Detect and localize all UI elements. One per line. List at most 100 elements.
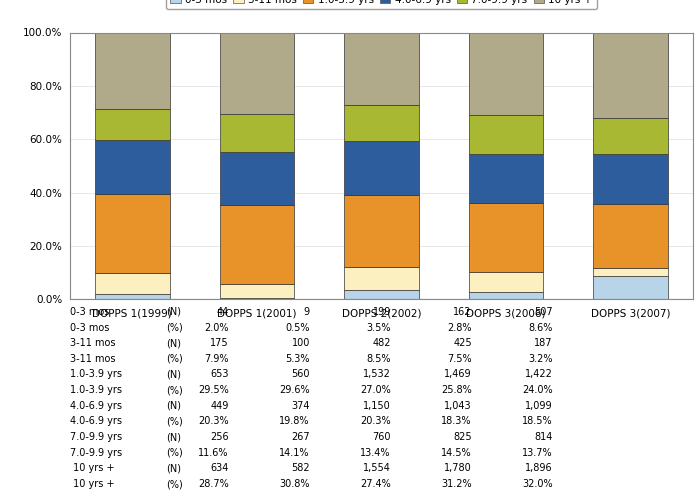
Bar <box>594 276 668 299</box>
Text: 634: 634 <box>211 464 229 473</box>
Text: 20.3%: 20.3% <box>360 416 391 426</box>
Bar <box>469 203 543 272</box>
Text: 25.8%: 25.8% <box>441 385 472 395</box>
Text: 7.0-9.9 yrs: 7.0-9.9 yrs <box>70 448 122 458</box>
Text: (%): (%) <box>167 448 183 458</box>
Bar <box>594 154 668 204</box>
Text: 425: 425 <box>453 338 472 348</box>
Text: 1.0-3.9 yrs: 1.0-3.9 yrs <box>70 370 122 380</box>
Text: (N): (N) <box>167 370 181 380</box>
Text: 5.3%: 5.3% <box>286 354 310 364</box>
Text: 7.9%: 7.9% <box>204 354 229 364</box>
Text: 1,554: 1,554 <box>363 464 391 473</box>
Text: (%): (%) <box>167 479 183 489</box>
Bar <box>220 298 294 300</box>
Bar <box>469 154 543 203</box>
Text: (%): (%) <box>167 385 183 395</box>
Bar <box>344 196 419 268</box>
Text: 760: 760 <box>372 432 391 442</box>
Text: 18.5%: 18.5% <box>522 416 553 426</box>
Text: 162: 162 <box>454 307 472 317</box>
Text: 175: 175 <box>210 338 229 348</box>
Bar <box>220 152 294 205</box>
Text: (N): (N) <box>167 338 181 348</box>
Text: 3-11 mos: 3-11 mos <box>70 354 116 364</box>
Bar <box>95 294 169 300</box>
Text: 4.0-6.9 yrs: 4.0-6.9 yrs <box>70 401 122 411</box>
Bar <box>594 268 668 276</box>
Text: 199: 199 <box>372 307 391 317</box>
Bar <box>344 268 419 290</box>
Text: 44: 44 <box>216 307 229 317</box>
Bar <box>95 273 169 294</box>
Bar <box>594 204 668 268</box>
Text: 24.0%: 24.0% <box>522 385 553 395</box>
Text: 8.6%: 8.6% <box>528 322 553 332</box>
Legend: 0-3 mos, 3-11 mos, 1.0-3.9 yrs, 4.0-6.9 yrs, 7.0-9.9 yrs, 10 yrs +: 0-3 mos, 3-11 mos, 1.0-3.9 yrs, 4.0-6.9 … <box>166 0 597 9</box>
Text: 267: 267 <box>291 432 310 442</box>
Bar <box>469 32 543 116</box>
Text: 3-11 mos: 3-11 mos <box>70 338 116 348</box>
Text: 10 yrs +: 10 yrs + <box>70 479 115 489</box>
Bar <box>220 32 294 114</box>
Text: 449: 449 <box>211 401 229 411</box>
Text: (%): (%) <box>167 322 183 332</box>
Text: (N): (N) <box>167 432 181 442</box>
Text: 0-3 mos: 0-3 mos <box>70 322 109 332</box>
Text: 8.5%: 8.5% <box>366 354 391 364</box>
Text: 27.4%: 27.4% <box>360 479 391 489</box>
Text: 1,469: 1,469 <box>444 370 472 380</box>
Text: 13.7%: 13.7% <box>522 448 553 458</box>
Text: 825: 825 <box>453 432 472 442</box>
Text: 11.6%: 11.6% <box>198 448 229 458</box>
Text: 4.0-6.9 yrs: 4.0-6.9 yrs <box>70 416 122 426</box>
Bar <box>220 114 294 152</box>
Text: 256: 256 <box>210 432 229 442</box>
Text: 27.0%: 27.0% <box>360 385 391 395</box>
Text: 653: 653 <box>211 370 229 380</box>
Text: 2.8%: 2.8% <box>447 322 472 332</box>
Text: (%): (%) <box>167 416 183 426</box>
Bar <box>344 32 419 106</box>
Text: 1,150: 1,150 <box>363 401 391 411</box>
Text: (N): (N) <box>167 401 181 411</box>
Text: 1,532: 1,532 <box>363 370 391 380</box>
Text: 1.0-3.9 yrs: 1.0-3.9 yrs <box>70 385 122 395</box>
Text: 560: 560 <box>291 370 310 380</box>
Bar <box>344 141 419 196</box>
Bar <box>95 109 169 140</box>
Text: 14.1%: 14.1% <box>279 448 310 458</box>
Text: 582: 582 <box>291 464 310 473</box>
Text: (N): (N) <box>167 464 181 473</box>
Text: 7.0-9.9 yrs: 7.0-9.9 yrs <box>70 432 122 442</box>
Text: 3.2%: 3.2% <box>528 354 553 364</box>
Text: 482: 482 <box>372 338 391 348</box>
Text: 31.2%: 31.2% <box>441 479 472 489</box>
Text: 18.3%: 18.3% <box>441 416 472 426</box>
Text: (N): (N) <box>167 307 181 317</box>
Text: 19.8%: 19.8% <box>279 416 310 426</box>
Bar <box>95 194 169 273</box>
Text: 30.8%: 30.8% <box>279 479 310 489</box>
Text: 1,422: 1,422 <box>525 370 553 380</box>
Text: 374: 374 <box>291 401 310 411</box>
Text: 32.0%: 32.0% <box>522 479 553 489</box>
Bar <box>594 32 668 118</box>
Text: 7.5%: 7.5% <box>447 354 472 364</box>
Bar <box>220 284 294 298</box>
Text: 1,896: 1,896 <box>525 464 553 473</box>
Bar <box>469 272 543 292</box>
Text: 29.6%: 29.6% <box>279 385 310 395</box>
Text: 14.5%: 14.5% <box>441 448 472 458</box>
Bar <box>469 292 543 300</box>
Text: 187: 187 <box>534 338 553 348</box>
Text: 0-3 mos: 0-3 mos <box>70 307 109 317</box>
Text: 28.7%: 28.7% <box>198 479 229 489</box>
Bar <box>95 32 169 109</box>
Bar <box>95 140 169 194</box>
Text: 507: 507 <box>534 307 553 317</box>
Bar <box>344 106 419 141</box>
Text: 20.3%: 20.3% <box>198 416 229 426</box>
Text: 29.5%: 29.5% <box>198 385 229 395</box>
Text: 2.0%: 2.0% <box>204 322 229 332</box>
